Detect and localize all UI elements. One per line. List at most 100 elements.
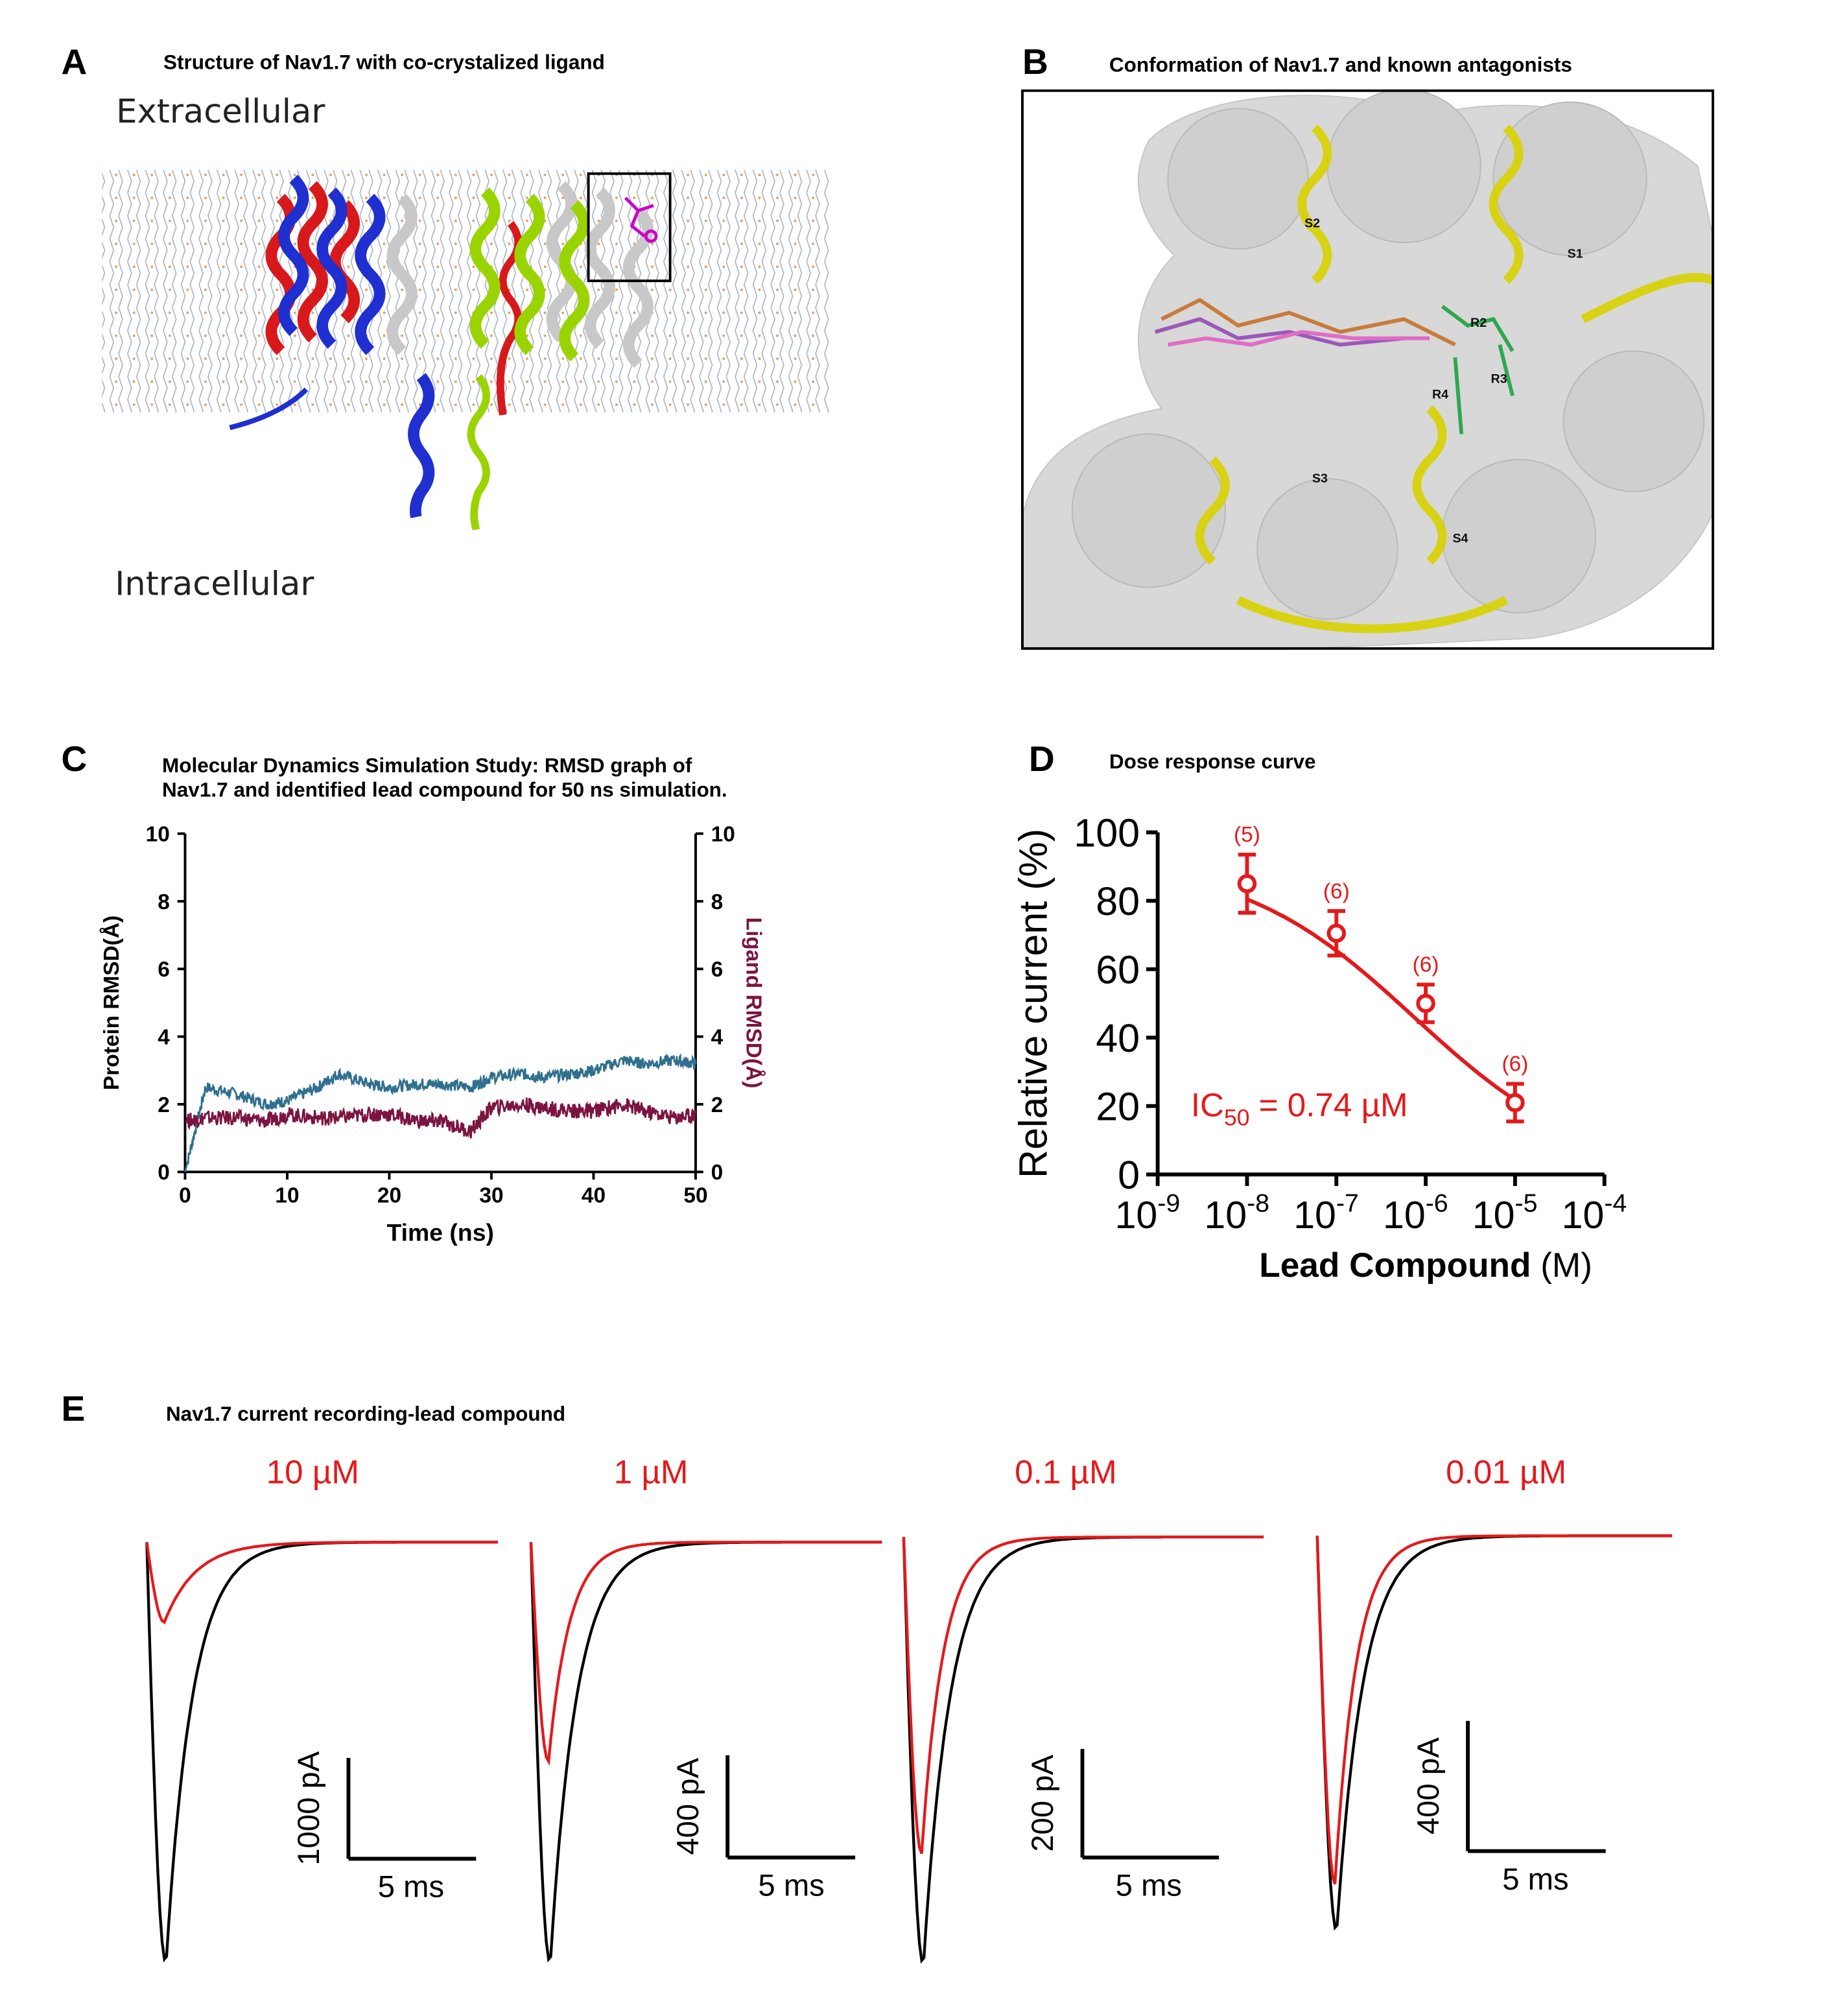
- panel-a-title: Structure of Nav1.7 with co-crystalized …: [163, 52, 605, 75]
- ic50-annotation: IC50 = 0.74 µM: [1191, 1086, 1408, 1130]
- trace-group: 1 µM 400 pA 5 ms: [529, 1454, 882, 1963]
- y-tick-label-right: 8: [711, 890, 724, 914]
- scale-bar-current-label: 400 pA: [671, 1757, 705, 1855]
- lipid-bilayer: [102, 169, 830, 412]
- control-trace: [1315, 1534, 1673, 1931]
- x-tick-label: 10-9: [1115, 1189, 1181, 1237]
- data-point: [1416, 993, 1435, 1014]
- nav17-membrane-structure-image: [102, 169, 830, 530]
- ligand-box: [587, 172, 672, 283]
- protein-rmsd-line: [184, 1053, 697, 1172]
- panel-d-letter: D: [1028, 739, 1055, 779]
- y-axis-title-left: Protein RMSD(Å): [99, 916, 124, 1090]
- panel-e-title: Nav1.7 current recording-lead compound: [165, 1404, 566, 1427]
- residue-label-r2: R2: [1470, 316, 1487, 330]
- x-tick-label: 10-5: [1472, 1189, 1538, 1237]
- protein-surface: [1021, 89, 1715, 650]
- scale-bar-current-label: 1000 pA: [292, 1751, 326, 1866]
- antagonist-ligands: [1154, 298, 1514, 434]
- x-tick-label: 10-6: [1383, 1189, 1448, 1237]
- y-tick-label-right: 0: [711, 1161, 724, 1185]
- panel-e-letter: E: [61, 1389, 86, 1429]
- trace-group: 0.01 µM 400 pA 5 ms: [1315, 1454, 1673, 1931]
- residue-label-r3: R3: [1491, 372, 1507, 386]
- y-tick-label-left: 6: [158, 958, 170, 982]
- n-label: (6): [1323, 879, 1350, 903]
- x-tick-label: 30: [479, 1184, 503, 1208]
- x-tick-label: 0: [179, 1184, 191, 1208]
- drug-trace: [1315, 1534, 1673, 1885]
- rmsd-chart: 0 02 24 46 68 810 100 10 20 30 40 50 Time (ns)Prote…: [99, 822, 766, 1246]
- fit-curve: [1246, 897, 1512, 1099]
- y-tick-label: 60: [1096, 947, 1140, 991]
- drug-trace: [902, 1536, 1264, 1855]
- x-tick-label: 10-8: [1204, 1189, 1269, 1237]
- y-tick-label-right: 4: [711, 1025, 724, 1049]
- drug-trace: [145, 1541, 498, 1624]
- panel-c-title-line1: Molecular Dynamics Simulation Study: RMS…: [162, 755, 692, 777]
- data-point: [1505, 1093, 1525, 1113]
- y-axis-title: Relative current (%): [1011, 829, 1055, 1178]
- y-axis-title-right: Ligand RMSD(Å): [742, 918, 766, 1089]
- y-tick-label: 40: [1096, 1016, 1140, 1060]
- x-tick-label: 10-4: [1562, 1189, 1627, 1237]
- x-axis-title: Lead Compound (M): [1259, 1246, 1592, 1285]
- y-tick-label-right: 10: [711, 822, 735, 846]
- panel-b-letter: B: [1022, 42, 1048, 82]
- scale-bar-current-label: 200 pA: [1026, 1755, 1060, 1852]
- x-tick-label: 20: [377, 1184, 401, 1208]
- n-label: (6): [1502, 1052, 1528, 1076]
- ligand-rmsd-line: [185, 1097, 697, 1139]
- scale-bar-current-label: 400 pA: [1411, 1737, 1446, 1834]
- x-tick-label: 50: [683, 1184, 707, 1208]
- y-tick-label-left: 4: [158, 1025, 170, 1049]
- data-point: [1326, 923, 1347, 943]
- y-tick-label-left: 2: [158, 1093, 170, 1117]
- panel-a-letter: A: [61, 42, 88, 82]
- y-tick-label: 0: [1118, 1153, 1140, 1197]
- y-tick-label: 20: [1096, 1084, 1140, 1128]
- helix-label-s3: S3: [1312, 471, 1328, 486]
- y-tick-label-right: 6: [711, 958, 724, 982]
- scale-bar-time-label: 5 ms: [378, 1870, 444, 1904]
- y-tick-label-right: 2: [711, 1093, 724, 1117]
- current-recordings: 10 µM 1000 pA 5 ms 1 µM 400 pA 5 ms 0.1 µM 200 …: [145, 1454, 1673, 1964]
- dose-response-chart: 0 20 40 60 80 100 10-9 10-8 10-7 10-6 10-5 10-4 (5)…: [1011, 811, 1627, 1285]
- concentration-label: 0.01 µM: [1446, 1454, 1566, 1491]
- concentration-label: 10 µM: [266, 1454, 359, 1491]
- trace-group: 10 µM 1000 pA 5 ms: [145, 1454, 498, 1963]
- y-tick-label-left: 10: [146, 822, 170, 846]
- scale-bar-time-label: 5 ms: [1116, 1869, 1182, 1903]
- helices-green: [467, 187, 590, 530]
- x-tick-label: 10: [275, 1184, 299, 1208]
- y-tick-label: 100: [1074, 811, 1140, 855]
- panel-c-letter: C: [61, 739, 88, 779]
- y-tick-label: 80: [1096, 879, 1140, 923]
- y-tick-label-left: 0: [158, 1161, 170, 1185]
- panel-b-border: [1021, 89, 1715, 650]
- x-tick-label: 40: [582, 1184, 606, 1208]
- extracellular-label: Extracellular: [116, 93, 325, 132]
- concentration-label: 0.1 µM: [1015, 1454, 1116, 1491]
- helix-label-s2: S2: [1304, 216, 1320, 230]
- residue-label-r4: R4: [1432, 387, 1448, 401]
- scale-bar-time-label: 5 ms: [1502, 1862, 1568, 1897]
- yellow-helices: [1195, 125, 1715, 634]
- panel-d-title: Dose response curve: [1109, 752, 1316, 774]
- helices-blue: [229, 174, 435, 519]
- co-crystal-ligand: [624, 196, 658, 243]
- y-tick-label-left: 8: [158, 890, 170, 914]
- concentration-label: 1 µM: [614, 1454, 689, 1491]
- trace-group: 0.1 µM 200 pA 5 ms: [902, 1454, 1264, 1964]
- nav17-binding-site-image: S2 S1 S3 S4 R2 R3 R4: [1021, 89, 1715, 650]
- panel-b-title: Conformation of Nav1.7 and known antagon…: [1109, 54, 1572, 77]
- scale-bar-time-label: 5 ms: [758, 1869, 824, 1903]
- x-tick-label: 10-7: [1293, 1189, 1359, 1237]
- panel-c-title-line2: Nav1.7 and identified lead compound for …: [162, 779, 727, 802]
- n-label: (6): [1413, 953, 1439, 977]
- helix-label-s1: S1: [1568, 247, 1583, 261]
- n-label: (5): [1234, 823, 1260, 847]
- intracellular-label: Intracellular: [115, 565, 314, 604]
- control-trace: [529, 1541, 882, 1963]
